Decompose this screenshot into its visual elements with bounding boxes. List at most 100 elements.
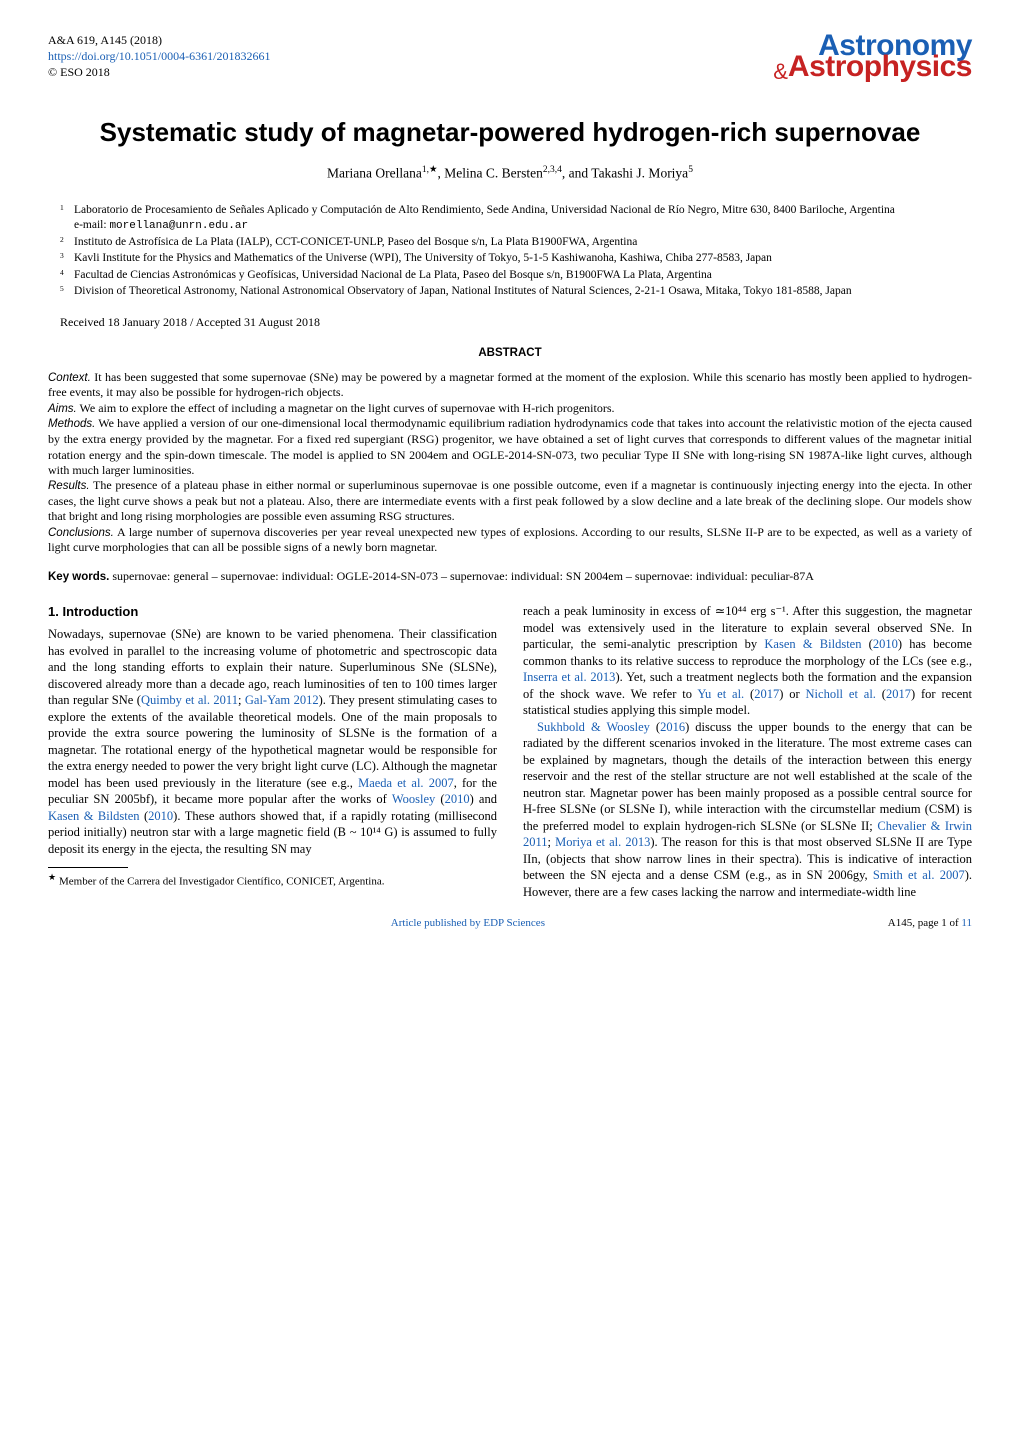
email-label: e-mail: [74, 219, 109, 231]
page-label: A145, page 1 of [888, 917, 962, 929]
body-text: ; [238, 693, 245, 707]
footnote: ★ Member of the Carrera del Investigador… [48, 871, 497, 889]
citation-year[interactable]: 2017 [886, 687, 911, 701]
affil-num: 2 [60, 235, 64, 244]
affiliation-5: 5 Division of Theoretical Astronomy, Nat… [60, 284, 960, 300]
page-number: A145, page 1 of 11 [888, 916, 972, 931]
body-text: ( [861, 637, 872, 651]
citation[interactable]: Smith et al. 2007 [873, 868, 965, 882]
page-footer: Article published by EDP Sciences A145, … [48, 916, 972, 931]
abstract-aims: Aims. We aim to explore the effect of in… [48, 401, 972, 417]
journal-reference: A&A 619, A145 (2018) [48, 32, 270, 48]
total-pages-link[interactable]: 11 [961, 917, 972, 929]
author-2: Melina C. Bersten [444, 165, 543, 180]
context-label: Context. [48, 372, 91, 384]
author-2-sup: 2,3,4 [543, 165, 562, 175]
author-email[interactable]: morellana@unrn.edu.ar [109, 220, 248, 232]
citation[interactable]: Maeda et al. 2007 [358, 776, 454, 790]
affil-text: Kavli Institute for the Physics and Math… [74, 251, 960, 267]
citation-year[interactable]: 2017 [754, 687, 779, 701]
abstract: Context. It has been suggested that some… [48, 370, 972, 556]
body-text: ) and [470, 792, 497, 806]
authors: Mariana Orellana1,★, Melina C. Bersten2,… [48, 164, 972, 183]
footnote-mark: ★ [48, 872, 56, 882]
author-1-sup: 1,★ [422, 165, 438, 175]
affiliation-2: 2 Instituto de Astrofísica de La Plata (… [60, 235, 960, 251]
citation[interactable]: Woosley [392, 792, 435, 806]
header: A&A 619, A145 (2018) https://doi.org/10.… [48, 32, 972, 87]
context-text: It has been suggested that some supernov… [48, 370, 972, 400]
body-text: ) or [779, 687, 805, 701]
citation[interactable]: Kasen & Bildsten [48, 809, 140, 823]
intro-paragraph-1-cont: reach a peak luminosity in excess of ≃10… [523, 603, 972, 719]
right-column: reach a peak luminosity in excess of ≃10… [523, 603, 972, 900]
affil-text: Division of Theoretical Astronomy, Natio… [74, 284, 960, 300]
citation-year[interactable]: 2016 [660, 720, 685, 734]
affil-num: 3 [60, 251, 64, 260]
affil-text: Instituto de Astrofísica de La Plata (IA… [74, 235, 960, 251]
copyright: © ESO 2018 [48, 64, 270, 80]
body-text: ; [548, 835, 556, 849]
affil-text: Laboratorio de Procesamiento de Señales … [74, 204, 895, 216]
abstract-methods: Methods. We have applied a version of ou… [48, 416, 972, 478]
citation[interactable]: Yu et al. [697, 687, 744, 701]
intro-paragraph-2: Sukhbold & Woosley (2016) discuss the up… [523, 719, 972, 901]
body-text: ) discuss the upper bounds to the energy… [523, 720, 972, 833]
body-columns: 1. Introduction Nowadays, supernovae (SN… [48, 603, 972, 900]
logo-astrophysics: Astrophysics [788, 50, 972, 83]
citation[interactable]: Nicholl et al. [806, 687, 876, 701]
affil-text: Facultad de Ciencias Astronómicas y Geof… [74, 268, 960, 284]
keywords-label: Key words. [48, 571, 109, 583]
journal-logo: Astronomy &Astrophysics [773, 32, 972, 87]
citation[interactable]: Inserra et al. 2013 [523, 670, 615, 684]
received-accepted-dates: Received 18 January 2018 / Accepted 31 A… [60, 314, 960, 330]
keywords-text: supernovae: general – supernovae: indivi… [109, 569, 814, 583]
abstract-context: Context. It has been suggested that some… [48, 370, 972, 401]
results-label: Results. [48, 480, 90, 492]
citation-year[interactable]: 2010 [445, 792, 470, 806]
citation-year[interactable]: 2010 [873, 637, 898, 651]
citation-year[interactable]: 2010 [148, 809, 173, 823]
conclusions-text: A large number of supernova discoveries … [48, 525, 972, 555]
footnote-text: Member of the Carrera del Investigador C… [56, 876, 384, 888]
left-column: 1. Introduction Nowadays, supernovae (SN… [48, 603, 497, 900]
affil-num: 1 [60, 203, 64, 212]
body-text: ( [744, 687, 754, 701]
citation[interactable]: Moriya et al. 2013 [555, 835, 650, 849]
author-3: Takashi J. Moriya [591, 165, 688, 180]
results-text: The presence of a plateau phase in eithe… [48, 478, 972, 523]
author-3-sup: 5 [688, 165, 693, 175]
affiliation-1: 1 Laboratorio de Procesamiento de Señale… [60, 203, 960, 234]
section-1-heading: 1. Introduction [48, 603, 497, 620]
intro-paragraph-1: Nowadays, supernovae (SNe) are known to … [48, 626, 497, 857]
abstract-heading: ABSTRACT [48, 346, 972, 362]
logo-ampersand: & [773, 59, 788, 84]
affiliations: 1 Laboratorio de Procesamiento de Señale… [60, 203, 960, 300]
abstract-results: Results. The presence of a plateau phase… [48, 478, 972, 524]
body-text: ( [650, 720, 660, 734]
aims-label: Aims. [48, 403, 77, 415]
citation[interactable]: Quimby et al. 2011 [141, 693, 238, 707]
body-text: ( [876, 687, 886, 701]
citation[interactable]: Sukhbold & Woosley [537, 720, 650, 734]
footnote-rule [48, 867, 128, 868]
affil-num: 5 [60, 284, 64, 293]
author-1: Mariana Orellana [327, 165, 422, 180]
methods-label: Methods. [48, 418, 95, 430]
affil-num: 4 [60, 268, 64, 277]
body-text: ( [140, 809, 149, 823]
citation[interactable]: Gal-Yam 2012 [245, 693, 319, 707]
aims-text: We aim to explore the effect of includin… [77, 401, 615, 415]
author-sep-and: , and [562, 165, 591, 180]
keywords: Key words. supernovae: general – superno… [48, 568, 972, 586]
publisher-link[interactable]: Article published by EDP Sciences [391, 916, 545, 931]
article-title: Systematic study of magnetar-powered hyd… [48, 115, 972, 150]
conclusions-label: Conclusions. [48, 527, 114, 539]
header-left: A&A 619, A145 (2018) https://doi.org/10.… [48, 32, 270, 81]
abstract-conclusions: Conclusions. A large number of supernova… [48, 525, 972, 556]
affiliation-3: 3 Kavli Institute for the Physics and Ma… [60, 251, 960, 267]
citation[interactable]: Kasen & Bildsten [764, 637, 861, 651]
doi-link[interactable]: https://doi.org/10.1051/0004-6361/201832… [48, 49, 270, 63]
body-text: ( [435, 792, 444, 806]
affiliation-4: 4 Facultad de Ciencias Astronómicas y Ge… [60, 268, 960, 284]
